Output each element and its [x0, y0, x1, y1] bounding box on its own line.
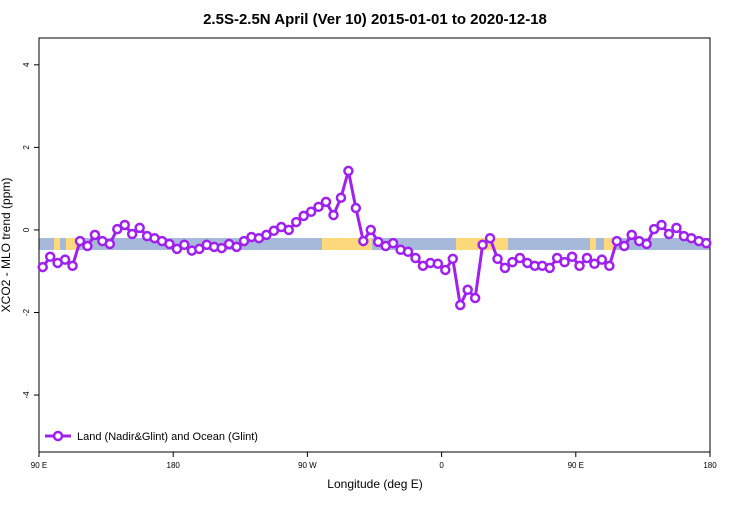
data-point [551, 252, 563, 264]
data-point [365, 224, 377, 236]
x-tick-label: 90 E [31, 461, 47, 470]
data-point [335, 192, 347, 203]
data-point [104, 238, 116, 250]
data-point [671, 222, 682, 234]
data-point [134, 222, 145, 234]
data-point [283, 224, 295, 236]
data-point [462, 284, 473, 296]
data-point [328, 209, 339, 221]
data-point [440, 264, 451, 276]
land-band [590, 238, 596, 250]
x-tick-label: 180 [703, 461, 717, 470]
data-point [387, 237, 399, 249]
data-point [663, 228, 675, 240]
data-point [432, 258, 444, 270]
legend-swatch-marker [52, 430, 64, 442]
data-point [82, 240, 93, 252]
x-tick-label: 90 W [298, 461, 317, 470]
data-point [581, 252, 593, 264]
data-point [611, 235, 623, 247]
y-tick-label: 0 [22, 227, 31, 232]
x-tick-label: 180 [167, 461, 181, 470]
data-point [559, 256, 570, 268]
data-point [119, 219, 130, 231]
data-point [261, 229, 272, 241]
data-point [574, 260, 585, 272]
data-point [231, 241, 242, 253]
x-tick-label: 90 E [568, 461, 584, 470]
data-point [238, 235, 250, 247]
data-point [589, 258, 600, 270]
chart-title: 2.5S-2.5N April (Ver 10) 2015-01-01 to 2… [203, 11, 547, 28]
data-point [164, 238, 175, 250]
data-point [648, 223, 660, 235]
data-point [477, 239, 488, 251]
data-point [343, 165, 354, 177]
data-point [320, 196, 332, 208]
data-point [216, 242, 227, 254]
data-point [89, 229, 101, 241]
data-point [619, 240, 630, 252]
data-point [507, 256, 518, 268]
y-tick-label: 4 [22, 62, 31, 67]
y-tick-label: 2 [22, 145, 31, 150]
data-point [701, 237, 712, 249]
data-point [641, 238, 652, 250]
data-point [350, 202, 362, 214]
x-axis-label: Longitude (deg E) [327, 477, 422, 491]
y-axis-label: XCO2 - MLO trend (ppm) [0, 178, 13, 313]
data-point [402, 246, 414, 258]
data-point [112, 223, 123, 235]
data-point [604, 260, 615, 272]
data-point [544, 262, 555, 274]
data-point [171, 243, 183, 255]
data-point [179, 239, 190, 251]
data-point [313, 201, 324, 213]
data-point [514, 252, 526, 264]
x-tick-label: 0 [439, 461, 444, 470]
data-point [499, 262, 511, 274]
data-point [298, 210, 309, 222]
data-point [656, 219, 667, 231]
data-point [126, 228, 138, 240]
data-point [447, 253, 459, 265]
data-point [194, 243, 205, 255]
y-tick-label: -4 [22, 391, 31, 399]
data-point [454, 299, 466, 311]
data-point [74, 235, 86, 247]
data-point [492, 253, 503, 265]
data-point [410, 252, 421, 264]
data-point [626, 229, 637, 241]
data-point [484, 232, 496, 244]
y-tick-label: -2 [22, 308, 31, 316]
data-point [37, 261, 48, 273]
data-point [469, 292, 481, 304]
legend-label: Land (Nadir&Glint) and Ocean (Glint) [77, 431, 258, 443]
data-point [372, 236, 384, 248]
data-point [596, 254, 608, 265]
data-point [358, 235, 369, 247]
data-point [566, 251, 578, 263]
land-band [54, 238, 60, 250]
data-point [44, 251, 56, 263]
data-point [290, 216, 302, 228]
data-point [305, 206, 317, 218]
data-point [59, 254, 71, 265]
data-point [67, 260, 78, 272]
